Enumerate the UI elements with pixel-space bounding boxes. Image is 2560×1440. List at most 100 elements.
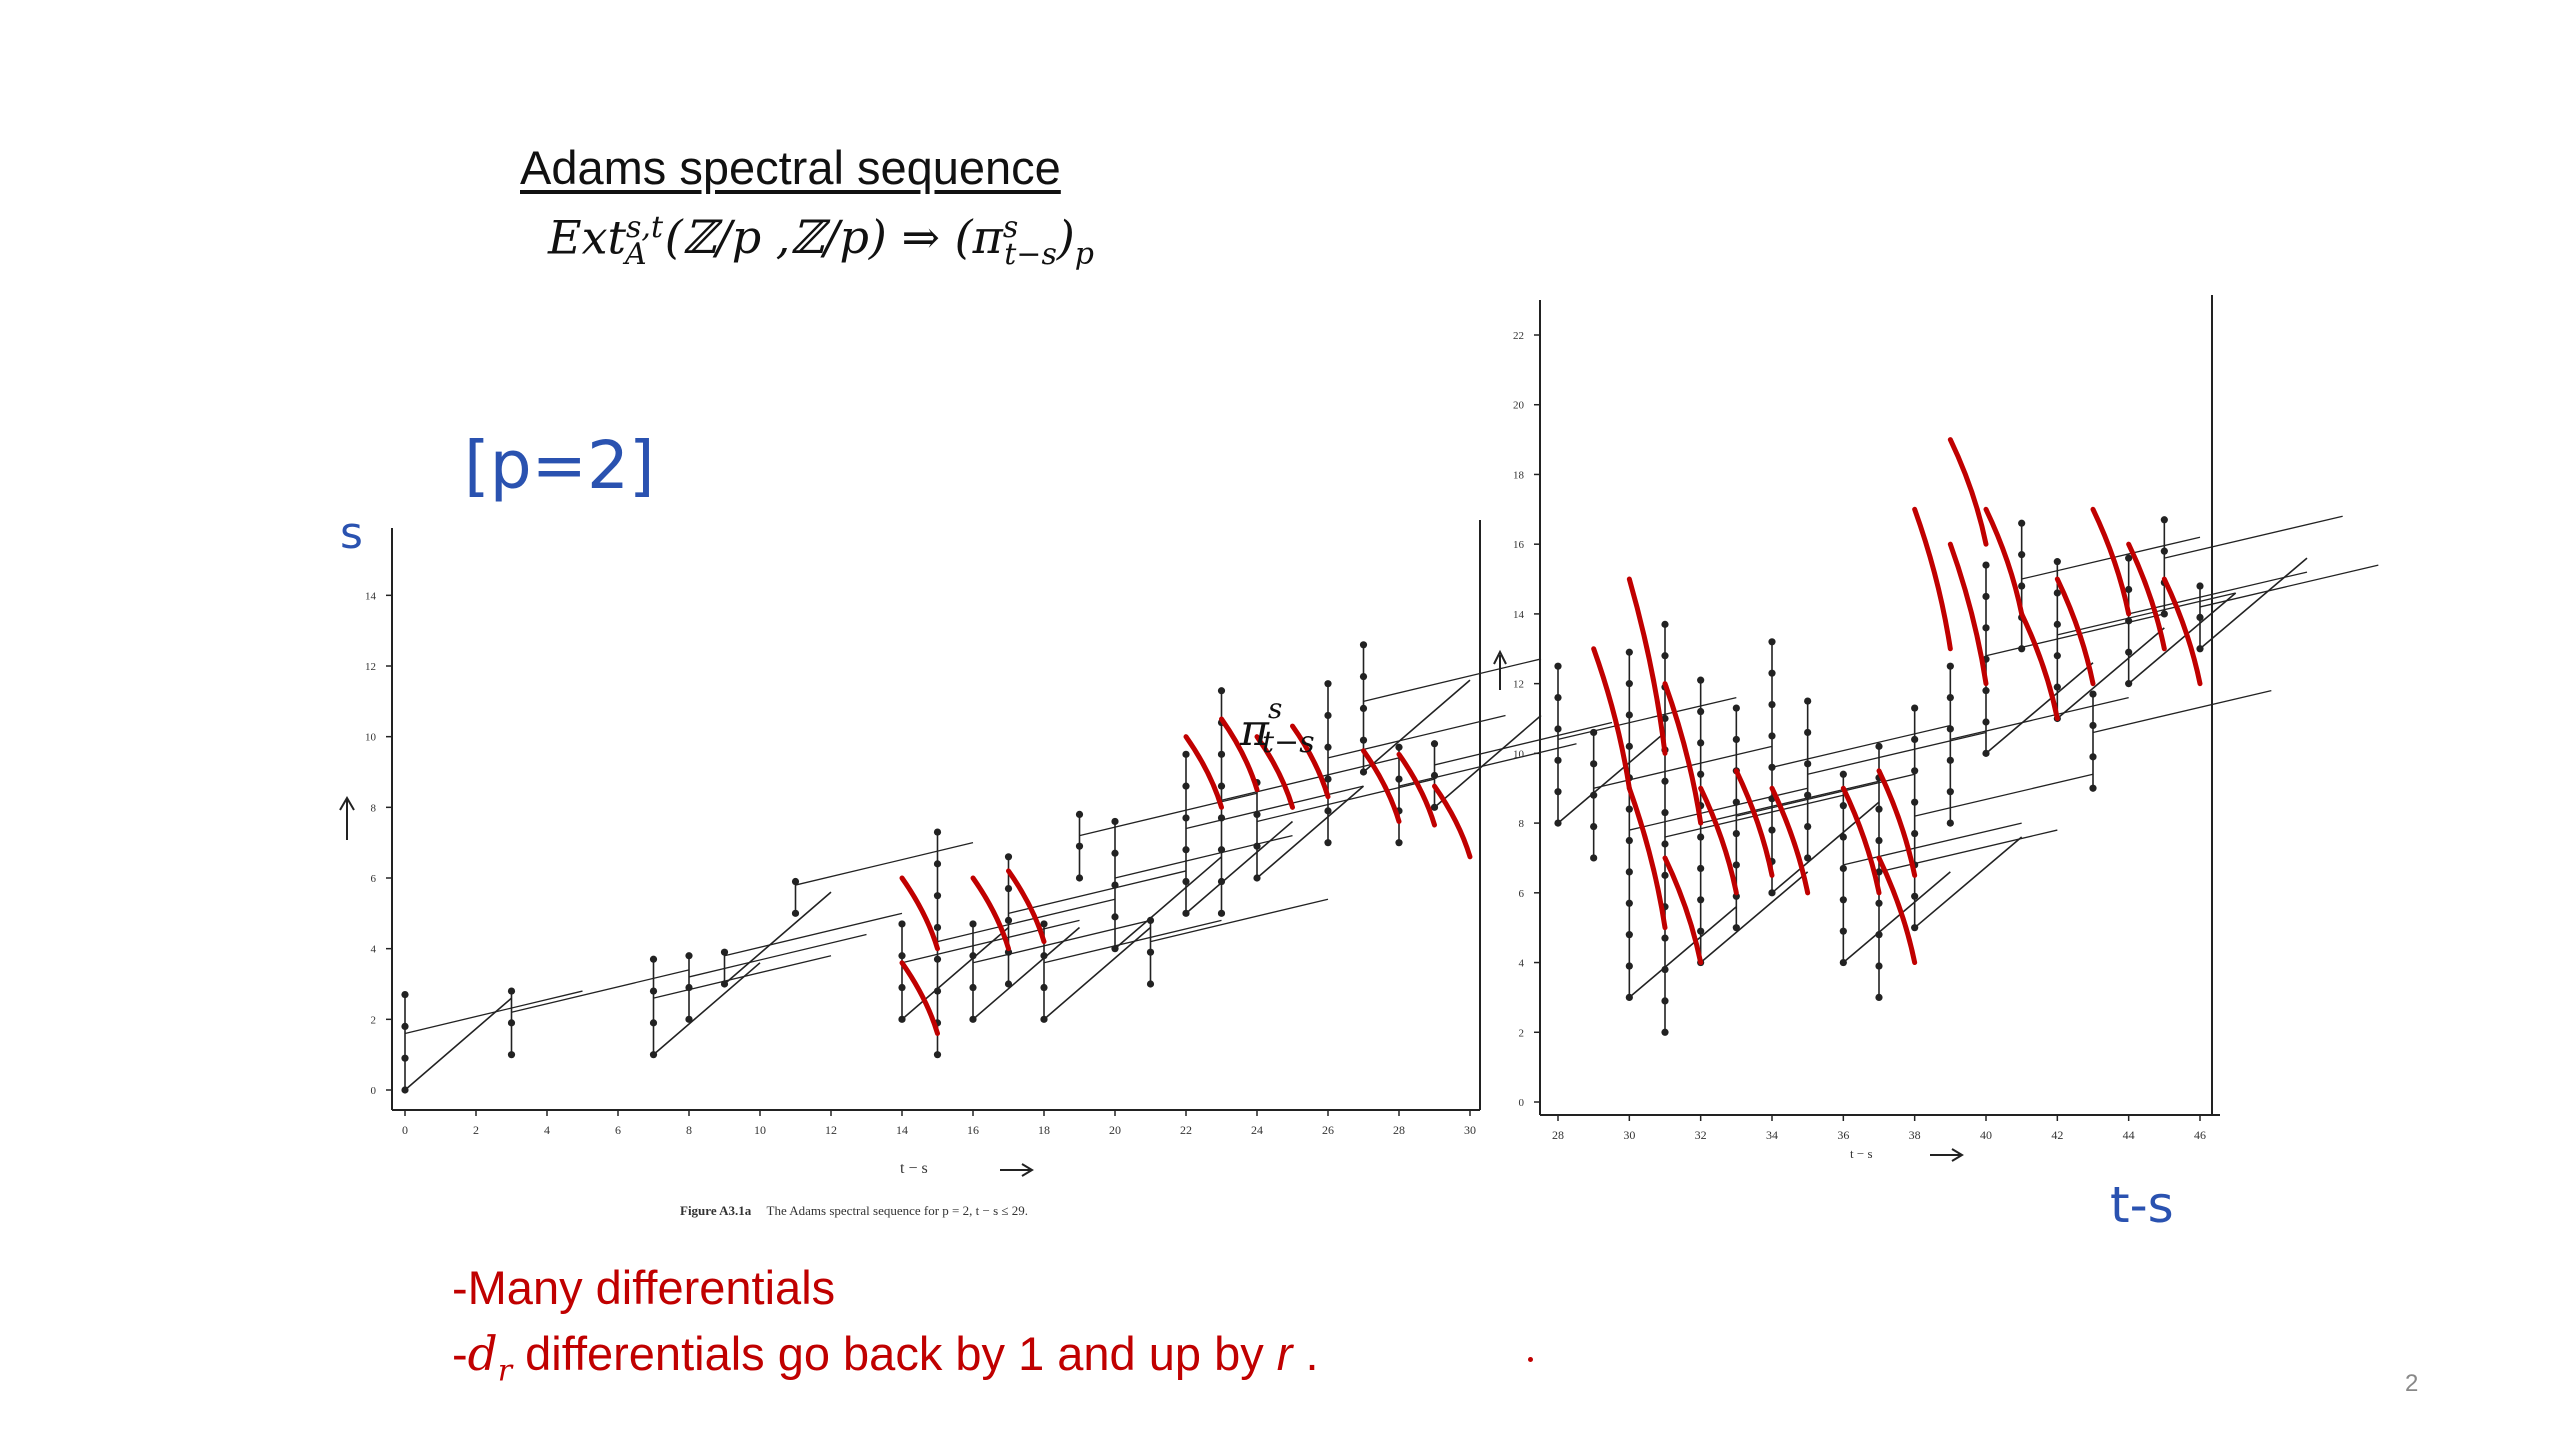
x-tick-label: 22 (1180, 1123, 1192, 1137)
class-dot (1359, 641, 1368, 649)
class-dot (1911, 798, 1919, 806)
class-dot (1804, 760, 1812, 768)
class-dot (2125, 648, 2133, 656)
class-dot (507, 1051, 516, 1059)
h1-line (2199, 557, 2308, 650)
bullet-list: -Many differentials -dr differentials go… (452, 1255, 1319, 1404)
class-dot (1768, 763, 1776, 771)
class-dot (1590, 728, 1598, 737)
class-dot (1324, 680, 1332, 688)
class-dot (1697, 927, 1705, 935)
h1-line (1985, 662, 2094, 754)
differential-stroke (1006, 868, 1047, 945)
x-tick-label: 28 (1552, 1128, 1564, 1142)
class-dot (1359, 704, 1368, 713)
class-dot (2196, 613, 2204, 621)
class-dot (1253, 842, 1261, 850)
h1-line (1185, 820, 1294, 914)
x-tick-label: 38 (1909, 1128, 1921, 1142)
class-dot (1040, 1015, 1048, 1023)
periodicity-line (724, 912, 903, 957)
x-tick-label: 32 (1695, 1128, 1707, 1142)
x-tick-label: 46 (2194, 1128, 2206, 1142)
x-tick-label: 20 (1109, 1123, 1121, 1137)
class-dot (1697, 864, 1705, 873)
class-dot (1768, 889, 1776, 897)
periodicity-line (1008, 870, 1187, 914)
y-tick-label: 14 (1513, 609, 1525, 621)
differential-stroke (899, 960, 940, 1036)
class-dot (1946, 725, 1954, 733)
class-dot (1004, 980, 1013, 988)
class-dot (1911, 767, 1919, 775)
right-x-arrow (1930, 1148, 1964, 1162)
differential-stroke (1769, 785, 1811, 896)
class-dot (1253, 810, 1261, 819)
differential-stroke (1432, 783, 1473, 860)
class-dot (1661, 809, 1669, 817)
class-dot (1911, 829, 1919, 838)
p-equals-2-annotation: [p=2] (464, 427, 655, 504)
x-tick-label: 26 (1322, 1123, 1334, 1137)
x-tick-label: 4 (544, 1123, 550, 1137)
x-tick-label: 12 (825, 1123, 837, 1137)
class-dot (1661, 620, 1669, 628)
h1-line (901, 926, 1010, 1020)
h1-line (1628, 906, 1737, 999)
class-dot (720, 980, 729, 988)
y-tick-label: 8 (1519, 818, 1525, 830)
periodicity-line (2092, 689, 2272, 734)
periodicity-line (2164, 515, 2343, 559)
class-dot (1732, 704, 1740, 712)
class-dot (1661, 871, 1669, 879)
class-dot (1590, 854, 1598, 862)
x-tick-label: 0 (402, 1123, 408, 1137)
class-dot (1875, 836, 1883, 845)
class-dot (1839, 958, 1847, 967)
class-dot (1625, 648, 1633, 656)
class-dot (1075, 874, 1084, 882)
periodicity-line (1950, 696, 2129, 741)
class-dot (1768, 826, 1776, 834)
periodicity-line (404, 990, 583, 1035)
class-dot (1625, 711, 1633, 719)
differential-stroke (1662, 681, 1704, 826)
class-dot (1661, 997, 1669, 1005)
class-dot (2125, 617, 2133, 625)
periodicity-line (1150, 898, 1329, 943)
periodicity-line (1079, 792, 1258, 837)
class-dot (1217, 877, 1226, 886)
class-dot (1625, 899, 1633, 907)
class-dot (1253, 874, 1261, 882)
class-dot (1590, 760, 1598, 768)
class-dot (1697, 739, 1705, 747)
x-tick-label: 8 (686, 1123, 692, 1137)
class-dot (1804, 854, 1812, 862)
h1-line (2056, 627, 2165, 720)
y-tick-label: 22 (1513, 330, 1524, 342)
class-dot (1554, 819, 1562, 827)
y-tick-label: 12 (365, 661, 376, 673)
class-dot (1982, 718, 1990, 726)
periodicity-line (688, 933, 867, 978)
class-dot (1430, 803, 1439, 811)
periodicity-line (1114, 834, 1293, 879)
differential-stroke (1733, 768, 1775, 878)
class-dot (401, 1022, 409, 1030)
formula-args: (ℤ/p ,ℤ/p) ⇒ (π (664, 210, 1003, 265)
class-dot (1625, 931, 1633, 939)
class-dot (401, 1086, 409, 1094)
class-dot (2125, 554, 2133, 562)
class-dot (1324, 743, 1332, 751)
periodicity-line (1878, 829, 2058, 873)
class-dot (1839, 864, 1847, 873)
class-dot (1040, 920, 1048, 928)
class-dot (1946, 819, 1954, 827)
class-dot (2018, 551, 2026, 559)
h1-line (723, 891, 832, 985)
class-dot (1182, 814, 1190, 822)
class-dot (969, 983, 977, 992)
class-dot (969, 952, 977, 960)
class-dot (507, 1019, 516, 1027)
